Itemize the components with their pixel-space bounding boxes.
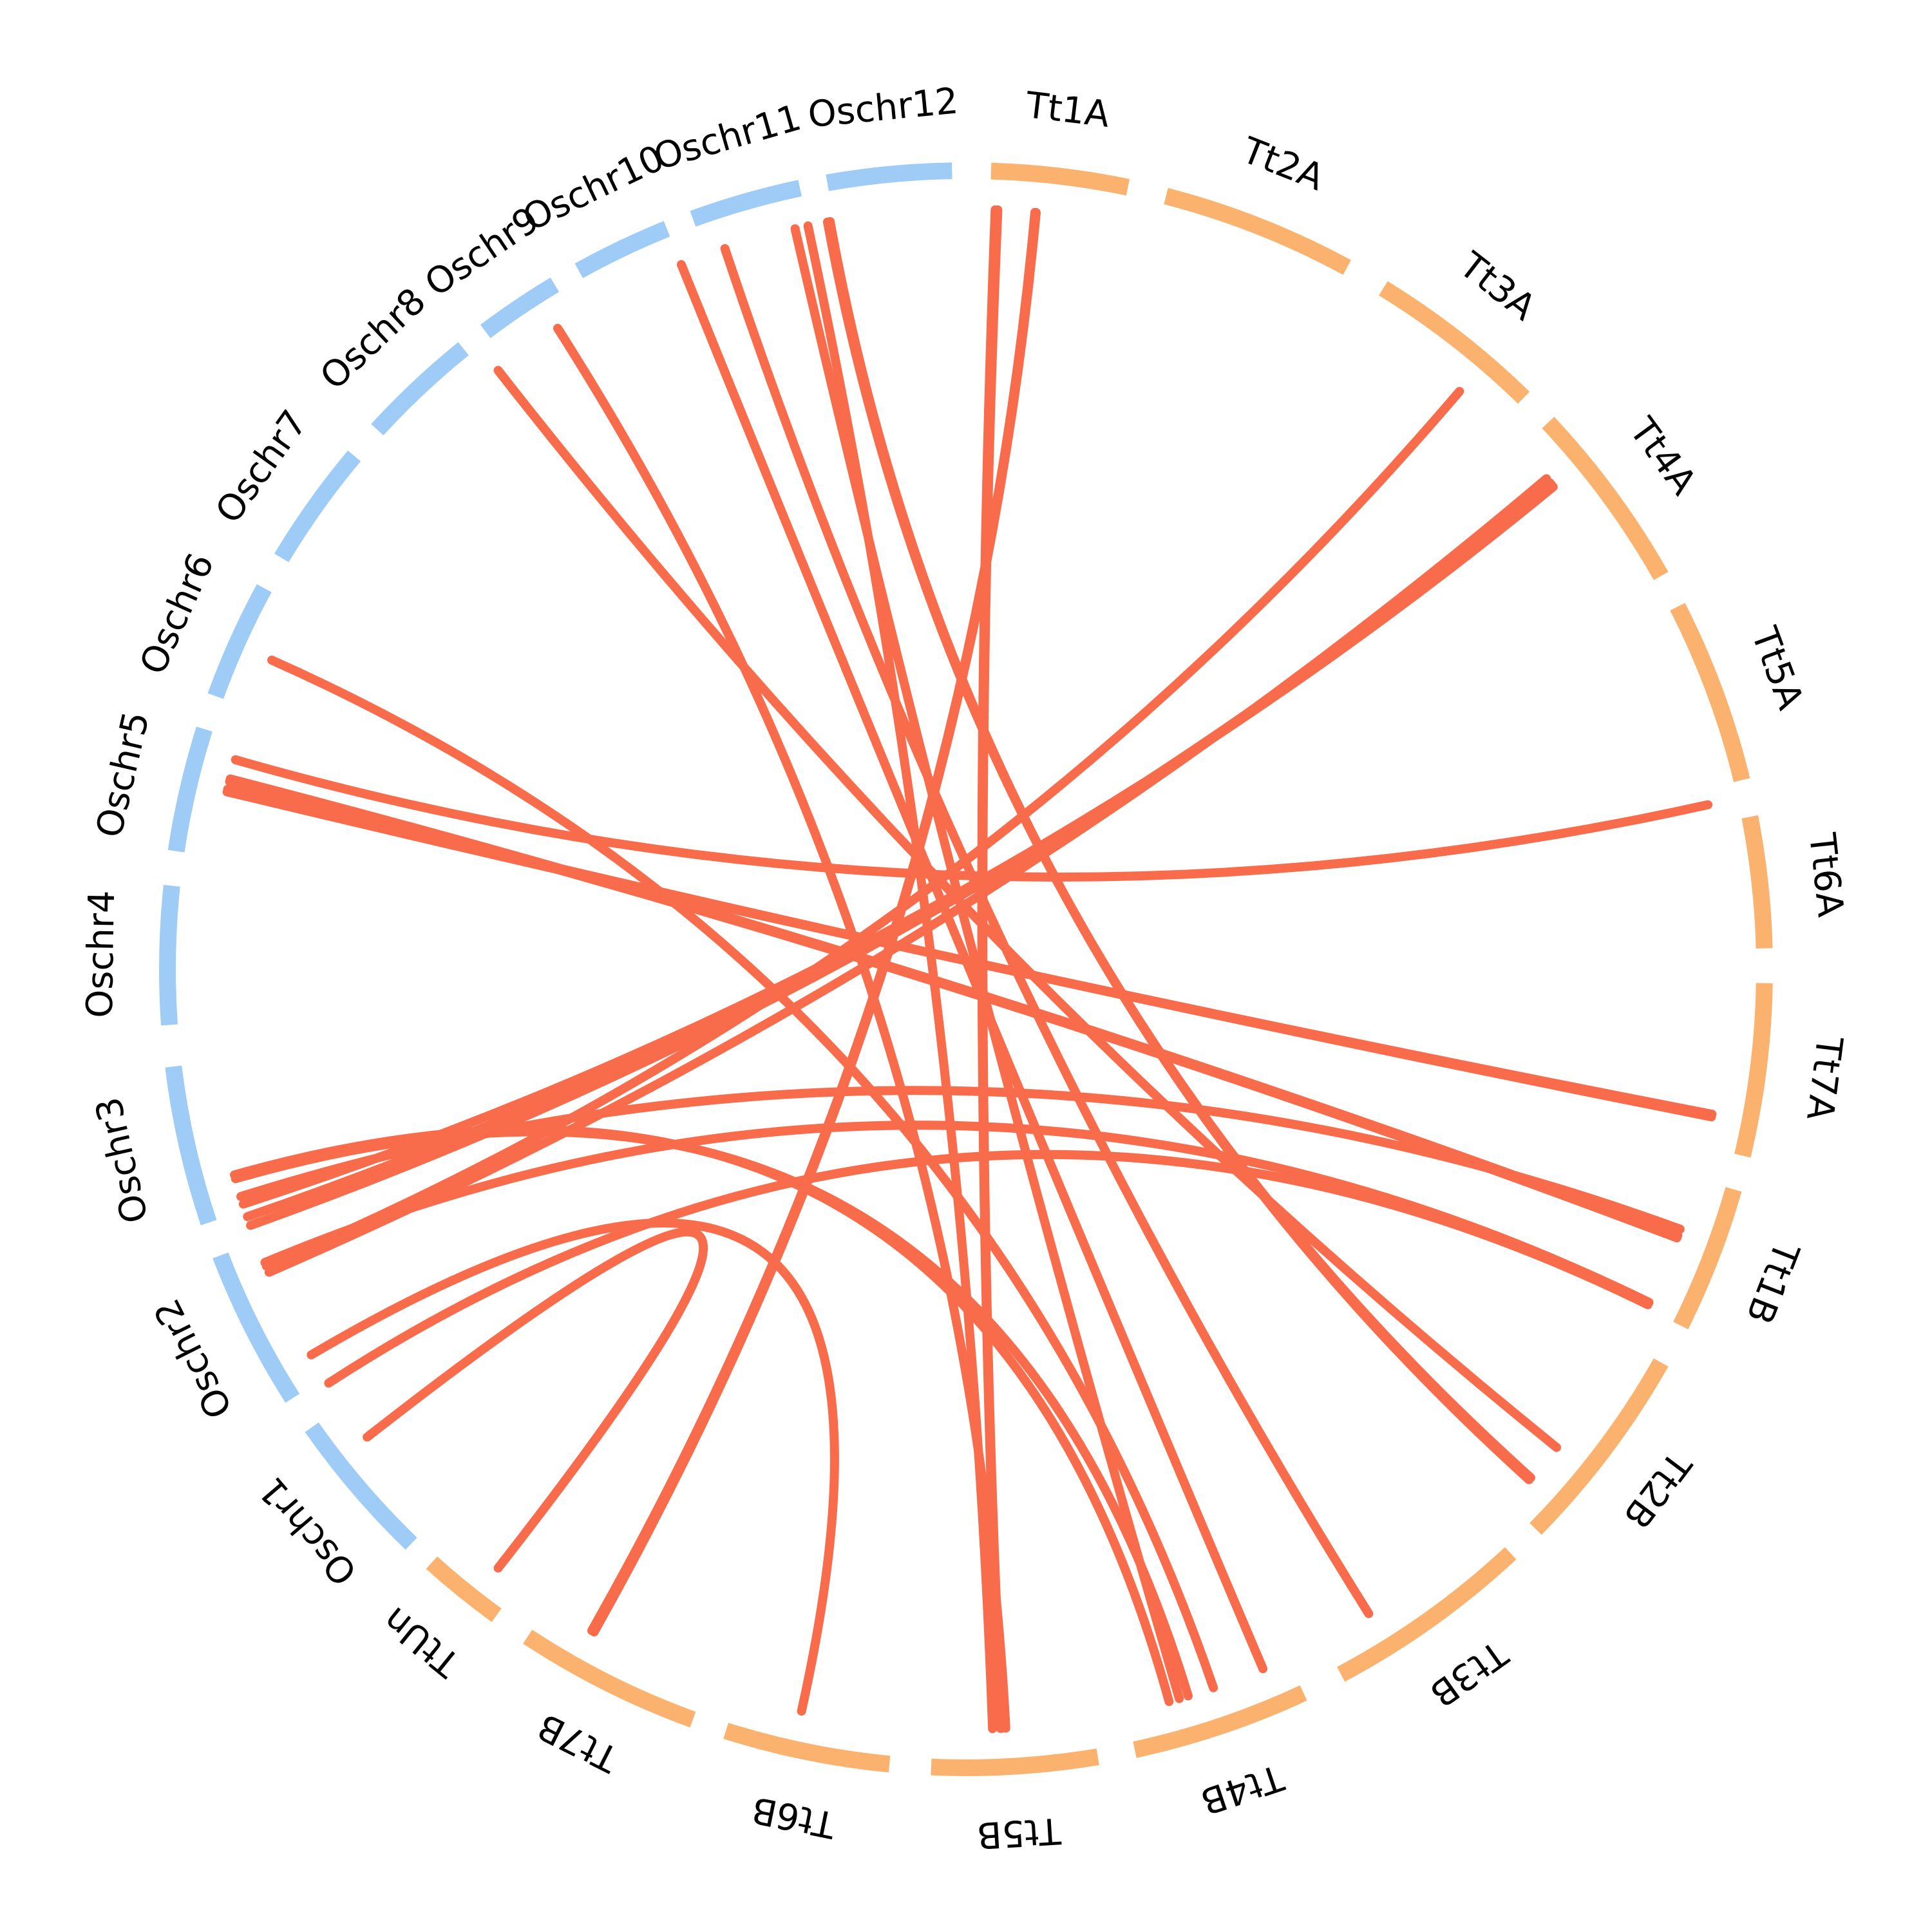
- segment-tt4b: [1133, 1685, 1307, 1758]
- label-oschr11: Oschr11: [649, 97, 806, 178]
- segment-tt5b: [931, 1748, 1099, 1776]
- segment-tt6a: [1741, 815, 1773, 949]
- link-tt1b-oschr1-16: [324, 1150, 1653, 1388]
- label-tt3b: Tt3B: [1422, 1632, 1515, 1715]
- link-tt4a-oschr3-6: [243, 480, 1557, 1222]
- label-oschr10: Oschr10: [516, 137, 670, 240]
- link-tt4a-oschr2-8: [264, 474, 1551, 1277]
- link-tt1a-tt5b-1: [978, 205, 1007, 1733]
- label-tt3a: Tt3A: [1451, 244, 1543, 329]
- link-tt2b-oschr12-19: [826, 217, 1534, 1484]
- link-tt4a-oschr3-5: [246, 478, 1555, 1230]
- label-oschr7: Oschr7: [207, 402, 316, 531]
- synteny-links: [222, 205, 1717, 1734]
- label-oschr5: Oschr5: [88, 708, 158, 842]
- link-tt4b-oschr3-24: [230, 1125, 1174, 1707]
- link-tt2b-oschr8-17: [493, 366, 1562, 1452]
- label-tt7a: Tt7A: [1798, 1034, 1850, 1122]
- label-oschr2: Oschr2: [146, 1293, 241, 1425]
- segment-oschr11: [690, 180, 802, 227]
- segment-oschr12: [826, 162, 952, 191]
- segment-oschr5: [167, 726, 213, 853]
- label-oschr6: Oschr6: [132, 547, 223, 681]
- segment-tt3b: [1337, 1547, 1517, 1682]
- label-oschr4: Oschr4: [79, 890, 123, 1018]
- label-tt4a: Tt4A: [1621, 410, 1705, 502]
- label-tt1a: Tt1A: [1023, 84, 1112, 136]
- segment-oschr4: [159, 885, 180, 1026]
- label-oschr12: Oschr12: [806, 80, 960, 136]
- label-tt6b: Tt6B: [748, 1788, 840, 1846]
- link-tt4b-oschr6-22: [267, 656, 1218, 1692]
- link-tt4b-oschr11-21: [676, 260, 1268, 1674]
- segment-oschr3: [165, 1065, 217, 1226]
- link-tt5b-oschr12-29: [803, 221, 998, 1734]
- label-tt2b: Tt2B: [1615, 1443, 1700, 1536]
- label-tt2a: Tt2A: [1236, 129, 1330, 200]
- segment-tt2a: [1164, 187, 1351, 275]
- segment-tt3a: [1379, 281, 1530, 404]
- label-tt7b: Tt7B: [531, 1705, 625, 1780]
- link-tt3b-oschr11-20: [720, 243, 1374, 1618]
- segment-oschr7: [274, 450, 361, 563]
- link-tt4b-oschr12-28: [790, 224, 1184, 1703]
- label-tt5a: Tt5A: [1743, 621, 1812, 715]
- chromosome-segments: [159, 162, 1773, 1776]
- segment-tt6b: [723, 1723, 891, 1773]
- segment-oschr2: [213, 1252, 300, 1403]
- segment-tt1a: [990, 162, 1130, 196]
- link-tt6b-oschr2-26: [307, 1218, 839, 1716]
- segment-oschr9: [480, 277, 560, 339]
- segment-oschr1: [305, 1422, 417, 1550]
- label-tt6a: Tt6A: [1801, 831, 1852, 919]
- label-ttun: TtUn: [375, 1598, 469, 1685]
- label-oschr3: Oschr3: [88, 1094, 156, 1227]
- segment-tt5a: [1670, 603, 1750, 782]
- label-tt4b: Tt4B: [1195, 1756, 1289, 1822]
- label-tt1b: Tt1B: [1738, 1235, 1807, 1329]
- segment-tt4a: [1542, 417, 1669, 580]
- segment-tt2b: [1530, 1358, 1669, 1535]
- segment-tt7a: [1734, 983, 1773, 1158]
- segment-oschr8: [371, 342, 469, 436]
- link-tt3a-oschr2-4: [261, 386, 1464, 1271]
- segment-oschr6: [207, 584, 272, 699]
- segment-oschr10: [574, 221, 670, 278]
- segment-ttun: [426, 1556, 502, 1622]
- link-ttun-oschr1-27: [363, 1227, 708, 1573]
- segment-tt7b: [523, 1629, 696, 1728]
- link-tt4a-oschr3-7: [238, 482, 1558, 1209]
- segment-tt1b: [1673, 1187, 1742, 1330]
- label-tt5b: Tt5B: [976, 1809, 1063, 1856]
